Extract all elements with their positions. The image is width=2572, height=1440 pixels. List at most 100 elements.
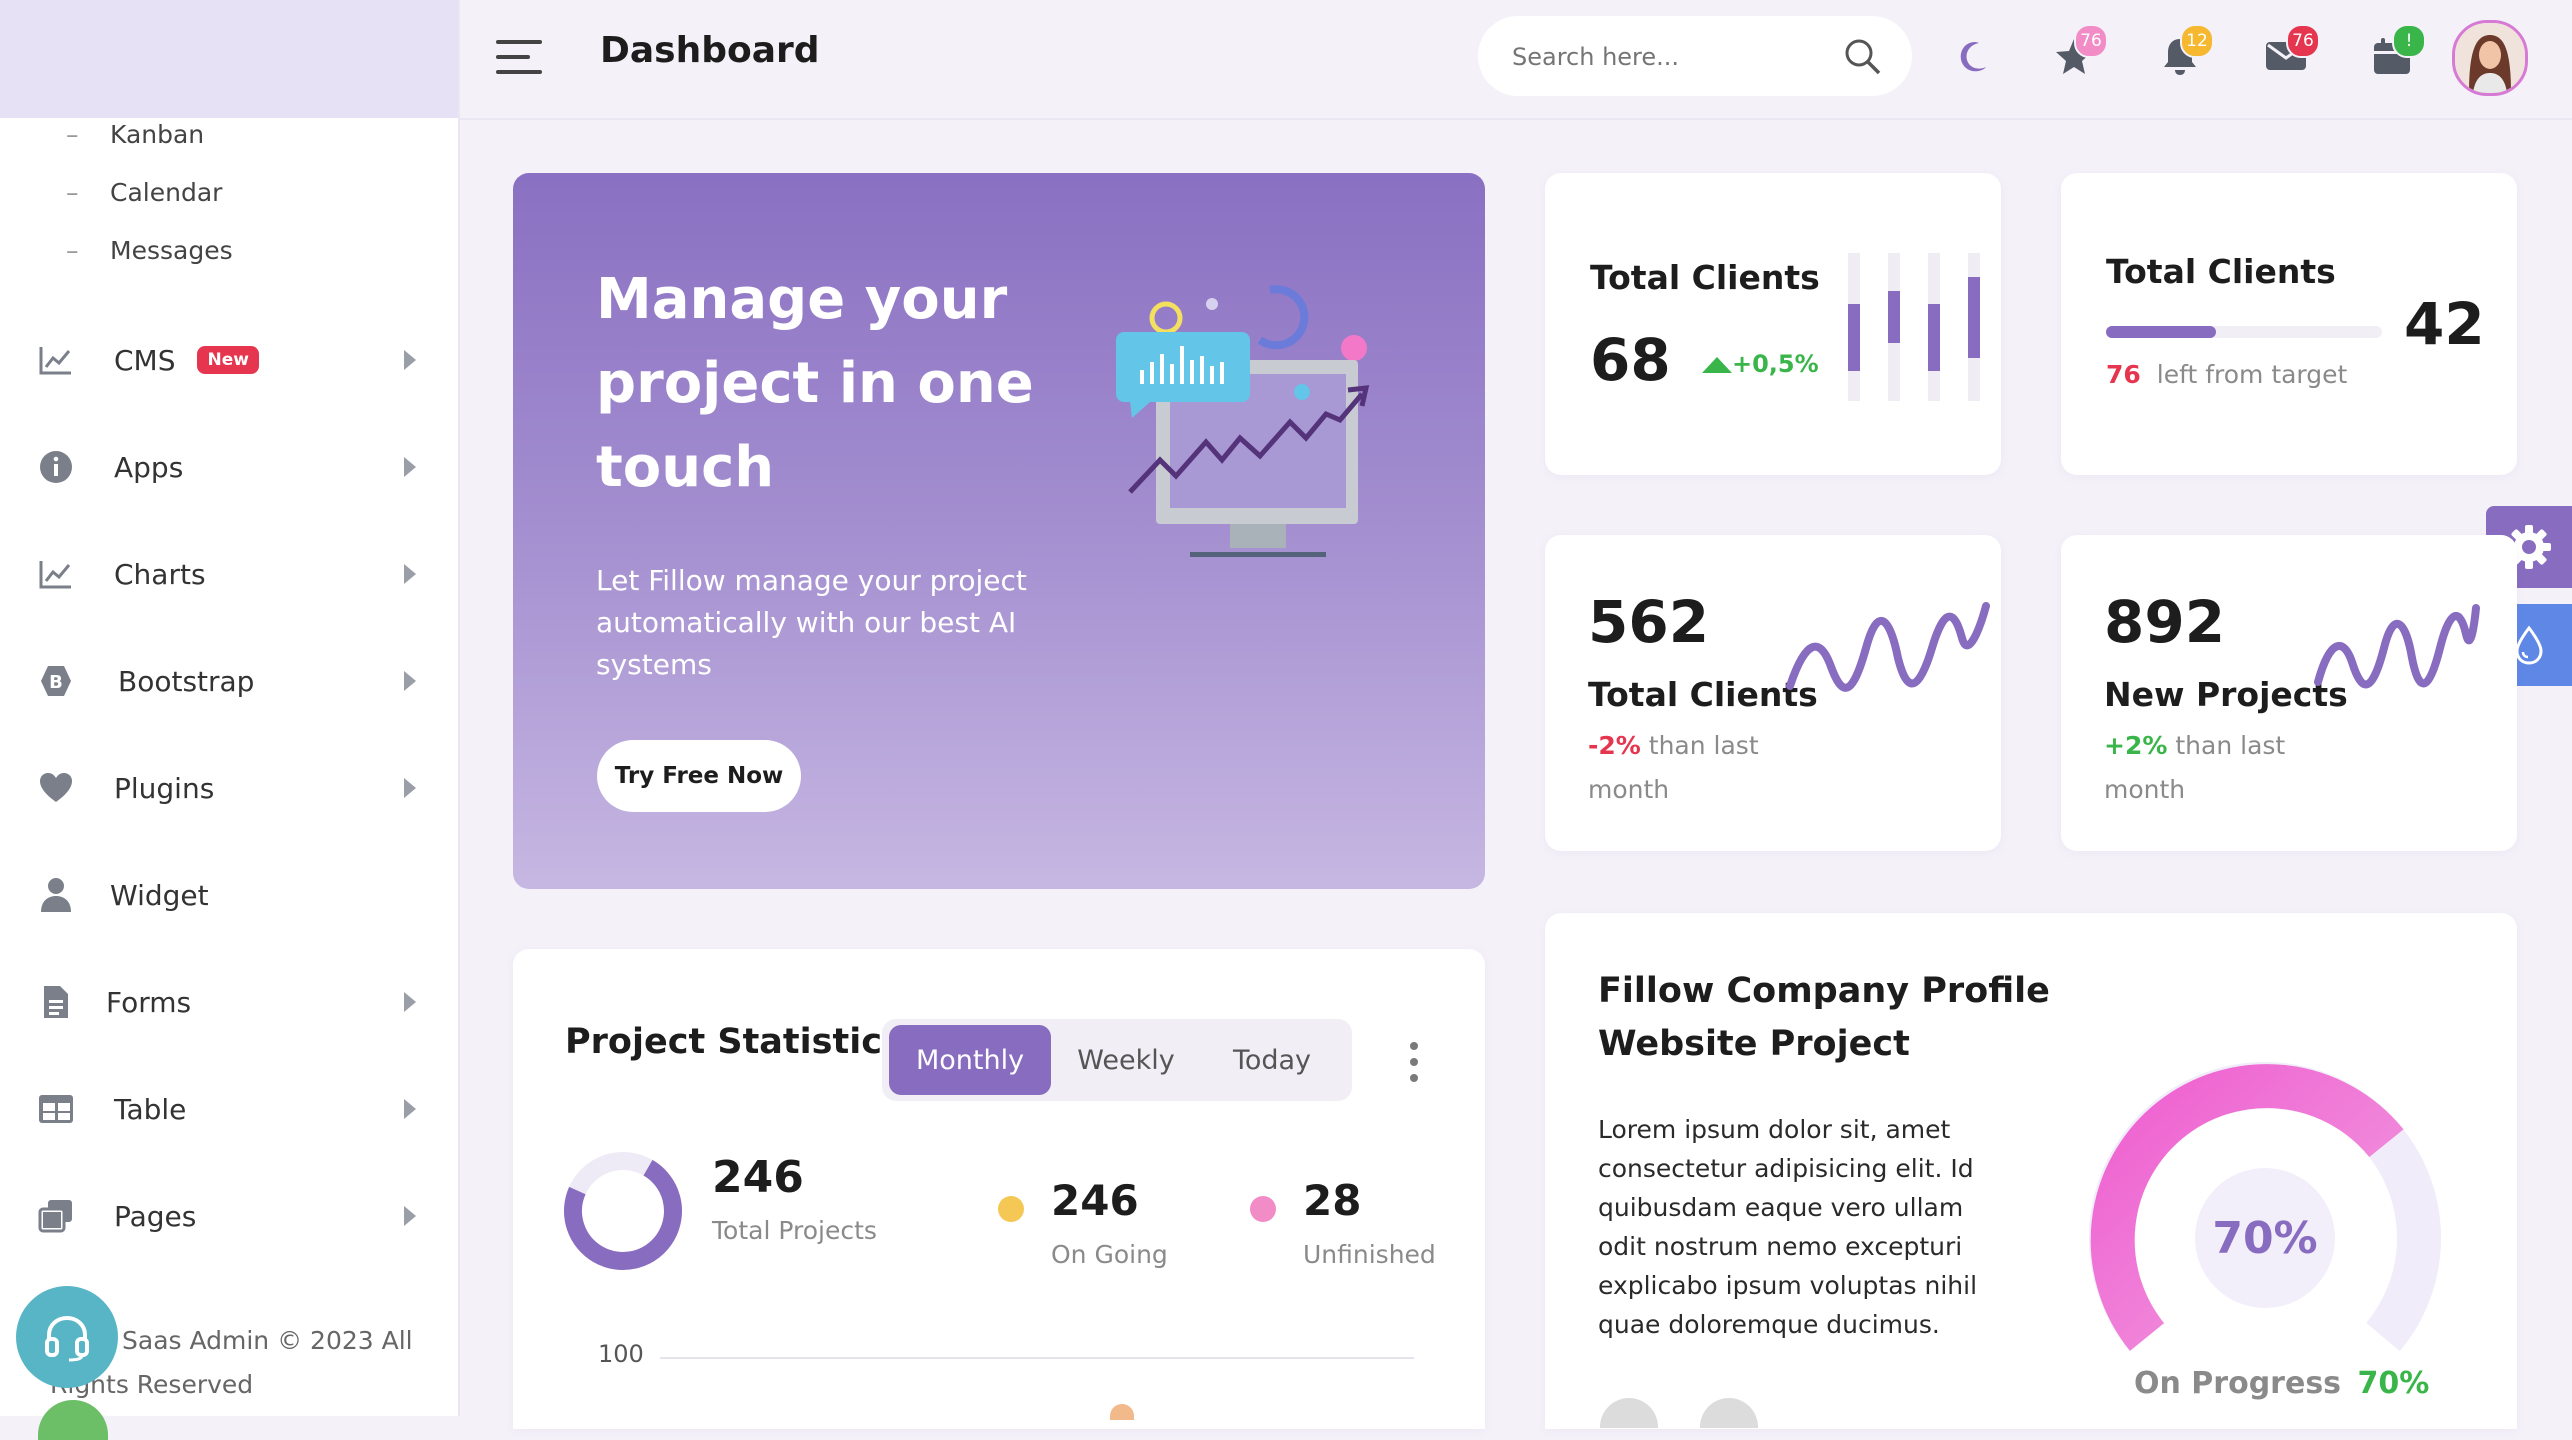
try-free-now-button[interactable]: Try Free Now <box>597 740 801 812</box>
total-clients-card <box>1545 173 2001 475</box>
clients-trend-value: 562 <box>1588 588 1710 656</box>
sidebar-sub-item-label: Messages <box>110 236 233 265</box>
favorites-button[interactable]: 76 <box>2046 24 2108 84</box>
notifications-button[interactable]: 12 <box>2152 24 2214 84</box>
hero-title-line: touch <box>596 435 775 500</box>
clients-trend-change-value: -2% <box>1588 731 1641 760</box>
sidebar-item-pages[interactable]: Pages <box>36 1186 416 1246</box>
total-projects-label: Total Projects <box>712 1216 877 1245</box>
on-progress-text: On Progress <box>2134 1366 2342 1401</box>
total-clients-title: Total Clients <box>1590 258 1820 297</box>
gauge-center <box>2195 1168 2335 1308</box>
sidebar-sub-item-kanban[interactable]: – Kanban <box>66 120 205 149</box>
messages-count-badge: 76 <box>2286 24 2320 58</box>
description-line: quibusdam eaque vero ullam <box>1598 1193 1964 1222</box>
sidebar-sub-item-messages[interactable]: – Messages <box>66 236 233 265</box>
new-projects-card <box>2061 535 2517 851</box>
target-remaining-count: 76 <box>2106 360 2141 389</box>
settings-panel-button[interactable] <box>2486 506 2572 588</box>
moon-icon <box>1960 41 1986 72</box>
new-projects-change: +2% than last month <box>2104 724 2285 812</box>
bootstrap-icon: B <box>36 661 76 701</box>
user-icon <box>36 875 76 915</box>
analytics-illustration <box>1116 285 1370 557</box>
sidebar-item-table[interactable]: Table <box>36 1079 416 1139</box>
menu-toggle-button[interactable] <box>496 38 542 76</box>
info-icon <box>36 447 76 487</box>
sidebar-sub-item-calendar[interactable]: – Calendar <box>66 178 223 207</box>
mini-bar-track <box>1848 253 1860 401</box>
new-badge: New <box>197 346 259 374</box>
chevron-right-icon <box>404 1206 416 1226</box>
target-remaining-text: left from target <box>2156 360 2348 389</box>
description-line: Lorem ipsum dolor sit, amet <box>1598 1115 1951 1144</box>
projects-donut-segment <box>564 1152 682 1270</box>
headset-icon <box>45 1315 89 1362</box>
description-line: explicabo ipsum voluptas nihil <box>1598 1271 1978 1300</box>
table-icon <box>36 1089 76 1129</box>
chevron-right-icon <box>404 1099 416 1119</box>
favorites-count-badge: 76 <box>2074 24 2108 58</box>
hero-title-line: Manage your <box>596 267 1008 332</box>
unfinished-value: 28 <box>1303 1176 1362 1225</box>
total-clients-change-value: +0,5% <box>1732 350 1819 378</box>
target-clients-title: Total Clients <box>2106 252 2336 291</box>
sidebar-item-widget[interactable]: Widget <box>36 865 416 925</box>
clients-trend-change: -2% than last month <box>1588 724 1759 812</box>
chevron-right-icon <box>404 992 416 1012</box>
projects-donut <box>564 1152 682 1270</box>
description-line: odit nostrum nemo excepturi <box>1598 1232 1963 1261</box>
search-icon[interactable] <box>1844 38 1882 76</box>
messages-button[interactable]: 76 <box>2258 24 2320 84</box>
hero-description: Let Fillow manage your project automatic… <box>596 560 1027 686</box>
sidebar-item-charts[interactable]: Charts <box>36 544 416 604</box>
tab-weekly[interactable]: Weekly <box>1077 1044 1175 1076</box>
sidebar-item-plugins[interactable]: Plugins <box>36 758 416 818</box>
page-title: Dashboard <box>600 30 820 71</box>
droplet-icon <box>2515 625 2543 665</box>
sidebar-item-bootstrap[interactable]: B Bootstrap <box>36 651 416 711</box>
mini-bar-track <box>1928 253 1940 401</box>
calendar-alert-badge: ! <box>2392 24 2426 58</box>
total-clients-mini-bars <box>1848 253 2008 401</box>
description-line: consectetur adipisicing elit. Id <box>1598 1154 1974 1183</box>
chart-line-icon <box>36 340 76 380</box>
sidebar-brand-area <box>0 0 458 118</box>
sidebar-item-label: Bootstrap <box>118 664 255 698</box>
progress-gauge: 70% <box>2089 1062 2441 1352</box>
chevron-right-icon <box>404 457 416 477</box>
vertical-dots-icon <box>1410 1042 1418 1082</box>
hero-title: Manage your project in one touch <box>596 258 1034 510</box>
projects-sparkline <box>2314 604 2480 689</box>
ongoing-legend-dot <box>998 1196 1024 1222</box>
sidebar-item-forms[interactable]: Forms <box>36 972 416 1032</box>
search-input[interactable] <box>1510 36 1834 78</box>
hamburger-icon <box>496 40 542 74</box>
tab-today[interactable]: Today <box>1232 1044 1312 1076</box>
description-line: quae doloremque ducimus. <box>1598 1310 1940 1339</box>
ongoing-value: 246 <box>1051 1176 1139 1225</box>
sidebar-item-label: CMS <box>114 343 176 377</box>
support-button[interactable] <box>16 1286 118 1388</box>
more-options-button[interactable] <box>1404 1040 1424 1084</box>
avatar[interactable] <box>2452 20 2528 96</box>
sidebar-item-apps[interactable]: Apps <box>36 437 416 497</box>
unfinished-label: Unfinished <box>1303 1240 1436 1269</box>
pages-icon <box>36 1196 76 1236</box>
sidebar-item-cms[interactable]: CMS New <box>36 330 416 390</box>
company-profile-title-line: Website Project <box>1598 1024 1910 1064</box>
triangle-up-icon <box>1702 357 1732 373</box>
tab-monthly[interactable]: Monthly <box>889 1025 1051 1095</box>
sidebar-sub-item-label: Calendar <box>110 178 223 207</box>
chevron-right-icon <box>404 671 416 691</box>
new-projects-value: 892 <box>2104 588 2226 656</box>
clients-trend-card <box>1545 535 2001 851</box>
new-projects-label: New Projects <box>2104 675 2348 714</box>
hero-description-line: automatically with our best AI <box>596 606 1017 639</box>
search-box[interactable] <box>1478 16 1912 96</box>
chart-gridline <box>660 1357 1414 1359</box>
total-clients-change: +0,5% <box>1702 350 1819 378</box>
calendar-button[interactable]: ! <box>2364 24 2426 84</box>
ongoing-label: On Going <box>1051 1240 1168 1269</box>
dark-mode-toggle[interactable] <box>1946 28 2002 84</box>
